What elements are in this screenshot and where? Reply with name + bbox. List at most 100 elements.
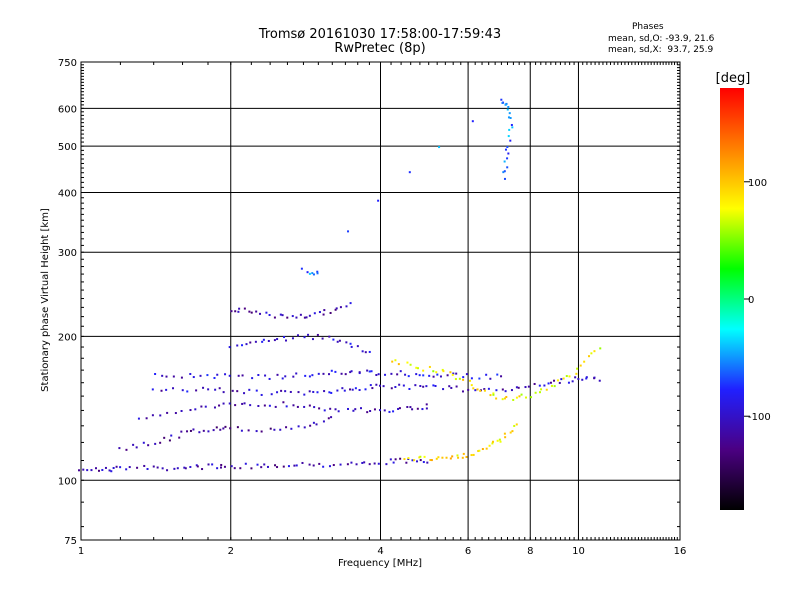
data-point (293, 464, 296, 467)
data-point (471, 120, 474, 123)
data-point (238, 307, 241, 310)
data-point (299, 313, 302, 316)
data-point (303, 426, 306, 429)
data-point (146, 468, 149, 471)
data-point (280, 389, 283, 392)
data-point (533, 382, 536, 385)
data-point (224, 425, 227, 428)
data-point (327, 417, 330, 420)
y-tick-label: 300 (58, 248, 77, 259)
data-point (513, 424, 516, 427)
data-point (437, 456, 440, 459)
data-point (322, 420, 325, 423)
data-point (303, 316, 306, 319)
data-point (154, 373, 157, 376)
data-point (330, 391, 333, 394)
data-point (249, 341, 252, 344)
data-point (478, 449, 481, 452)
data-point (364, 388, 367, 391)
data-point (506, 146, 509, 149)
data-point (236, 344, 239, 347)
data-point (281, 377, 284, 380)
data-point (168, 439, 171, 442)
data-point (291, 337, 294, 340)
data-point (259, 312, 262, 315)
data-point (394, 458, 397, 461)
data-point (276, 338, 279, 341)
data-point (250, 311, 253, 314)
data-point (432, 370, 435, 373)
data-point (398, 407, 401, 410)
data-point (303, 405, 306, 408)
data-point (281, 314, 284, 317)
data-point (334, 408, 337, 411)
data-point (222, 427, 225, 430)
data-point (257, 405, 260, 408)
data-point (366, 411, 369, 414)
data-point (212, 429, 215, 432)
data-point (295, 372, 298, 375)
data-point (543, 384, 546, 387)
data-point (507, 135, 510, 138)
data-point (308, 390, 311, 393)
data-point (369, 384, 372, 387)
data-point (340, 372, 343, 375)
data-point (500, 98, 503, 101)
data-point (101, 468, 104, 471)
data-point (432, 384, 435, 387)
data-point (228, 374, 231, 377)
data-point (540, 388, 543, 391)
data-point (483, 389, 486, 392)
data-point (501, 101, 504, 104)
data-point (250, 467, 253, 470)
data-point (538, 391, 541, 394)
data-point (219, 428, 222, 431)
data-point (435, 371, 438, 374)
data-point (389, 458, 392, 461)
trace (403, 423, 518, 462)
data-point (442, 388, 445, 391)
data-point (328, 391, 331, 394)
data-point (178, 436, 181, 439)
data-point (323, 390, 326, 393)
x-tick-label: 6 (465, 546, 471, 557)
data-point (390, 372, 393, 375)
data-point (461, 390, 464, 393)
data-point (204, 405, 207, 408)
colorbar-tick-label: 0 (748, 295, 754, 306)
data-point (565, 375, 568, 378)
data-point (504, 436, 507, 439)
data-point (266, 465, 269, 468)
data-point (562, 377, 565, 380)
phases-mean-o: mean, sd,O: -93.9, 21.6 (608, 34, 715, 44)
data-point (358, 389, 361, 392)
data-point (350, 370, 353, 373)
data-point (500, 375, 503, 378)
data-point (163, 436, 166, 439)
data-point (308, 375, 311, 378)
data-point (511, 126, 514, 129)
data-point (328, 465, 331, 468)
data-point (330, 369, 333, 372)
data-point (349, 302, 352, 305)
data-point (368, 350, 371, 353)
data-point (599, 347, 602, 350)
data-point (356, 345, 359, 348)
data-point (274, 405, 277, 408)
data-point (207, 388, 210, 391)
data-point (313, 312, 316, 315)
data-point (496, 373, 499, 376)
y-tick-label: 600 (58, 104, 77, 115)
data-point (282, 401, 285, 404)
data-point (260, 393, 263, 396)
data-point (498, 438, 501, 441)
data-point (132, 443, 135, 446)
data-point (449, 371, 452, 374)
data-point (397, 363, 400, 366)
data-point (382, 385, 385, 388)
data-point (549, 381, 552, 384)
trace (151, 376, 601, 396)
colorbar (720, 88, 744, 510)
data-point (512, 398, 515, 401)
x-tick-label: 8 (527, 546, 533, 557)
